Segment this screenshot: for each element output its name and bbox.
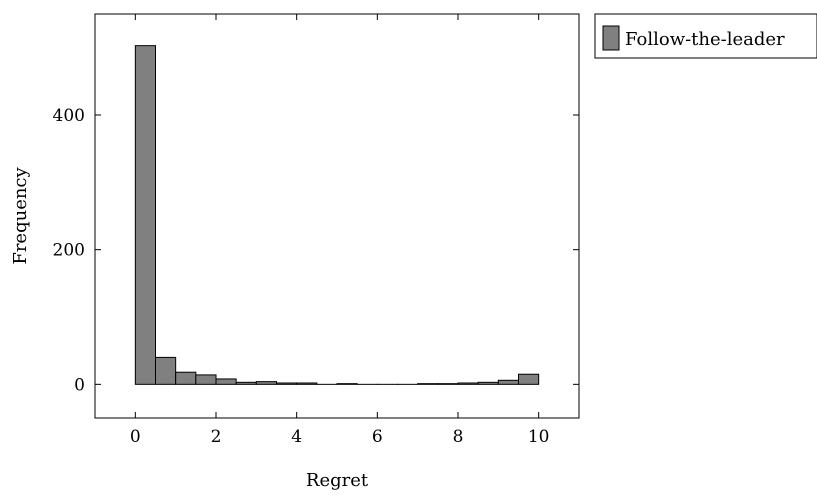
histogram-bar xyxy=(497,379,520,385)
histogram-bar xyxy=(518,373,540,385)
x-tick-label: 6 xyxy=(372,427,383,447)
legend-label: Follow-the-leader xyxy=(625,29,785,50)
histogram-bar xyxy=(215,378,237,385)
bars-group xyxy=(134,45,540,385)
legend-box xyxy=(594,13,817,59)
histogram-bar xyxy=(155,356,177,385)
histogram-bar xyxy=(255,381,278,385)
ticks-group xyxy=(95,14,579,418)
legend-swatch xyxy=(602,25,620,51)
x-tick-label: 0 xyxy=(130,427,141,447)
histogram-bar xyxy=(276,382,298,385)
histogram-bar xyxy=(477,381,499,385)
y-tick-label: 0 xyxy=(74,375,85,395)
tick-labels-group: 0 2 4 6 8 10 0 200 400 xyxy=(53,106,550,447)
x-tick-label: 10 xyxy=(528,427,550,447)
x-tick-label: 4 xyxy=(291,427,302,447)
legend: Follow-the-leader xyxy=(594,13,817,59)
histogram-bar xyxy=(296,382,318,385)
histogram-bar xyxy=(437,383,459,385)
plot-frame xyxy=(94,13,580,419)
histogram-bar xyxy=(417,383,439,385)
histogram-bar xyxy=(457,382,479,385)
x-axis-title: Regret xyxy=(306,470,369,491)
histogram-bar xyxy=(175,371,197,385)
histogram-bar xyxy=(336,383,358,385)
x-tick-label: 2 xyxy=(211,427,222,447)
y-axis-title: Frequency xyxy=(10,166,31,264)
histogram-bar xyxy=(235,381,257,385)
x-tick-label: 8 xyxy=(453,427,464,447)
histogram-bar xyxy=(134,45,156,385)
y-tick-label: 200 xyxy=(53,241,85,261)
y-tick-label: 400 xyxy=(53,106,85,126)
histogram-bar xyxy=(195,374,217,385)
